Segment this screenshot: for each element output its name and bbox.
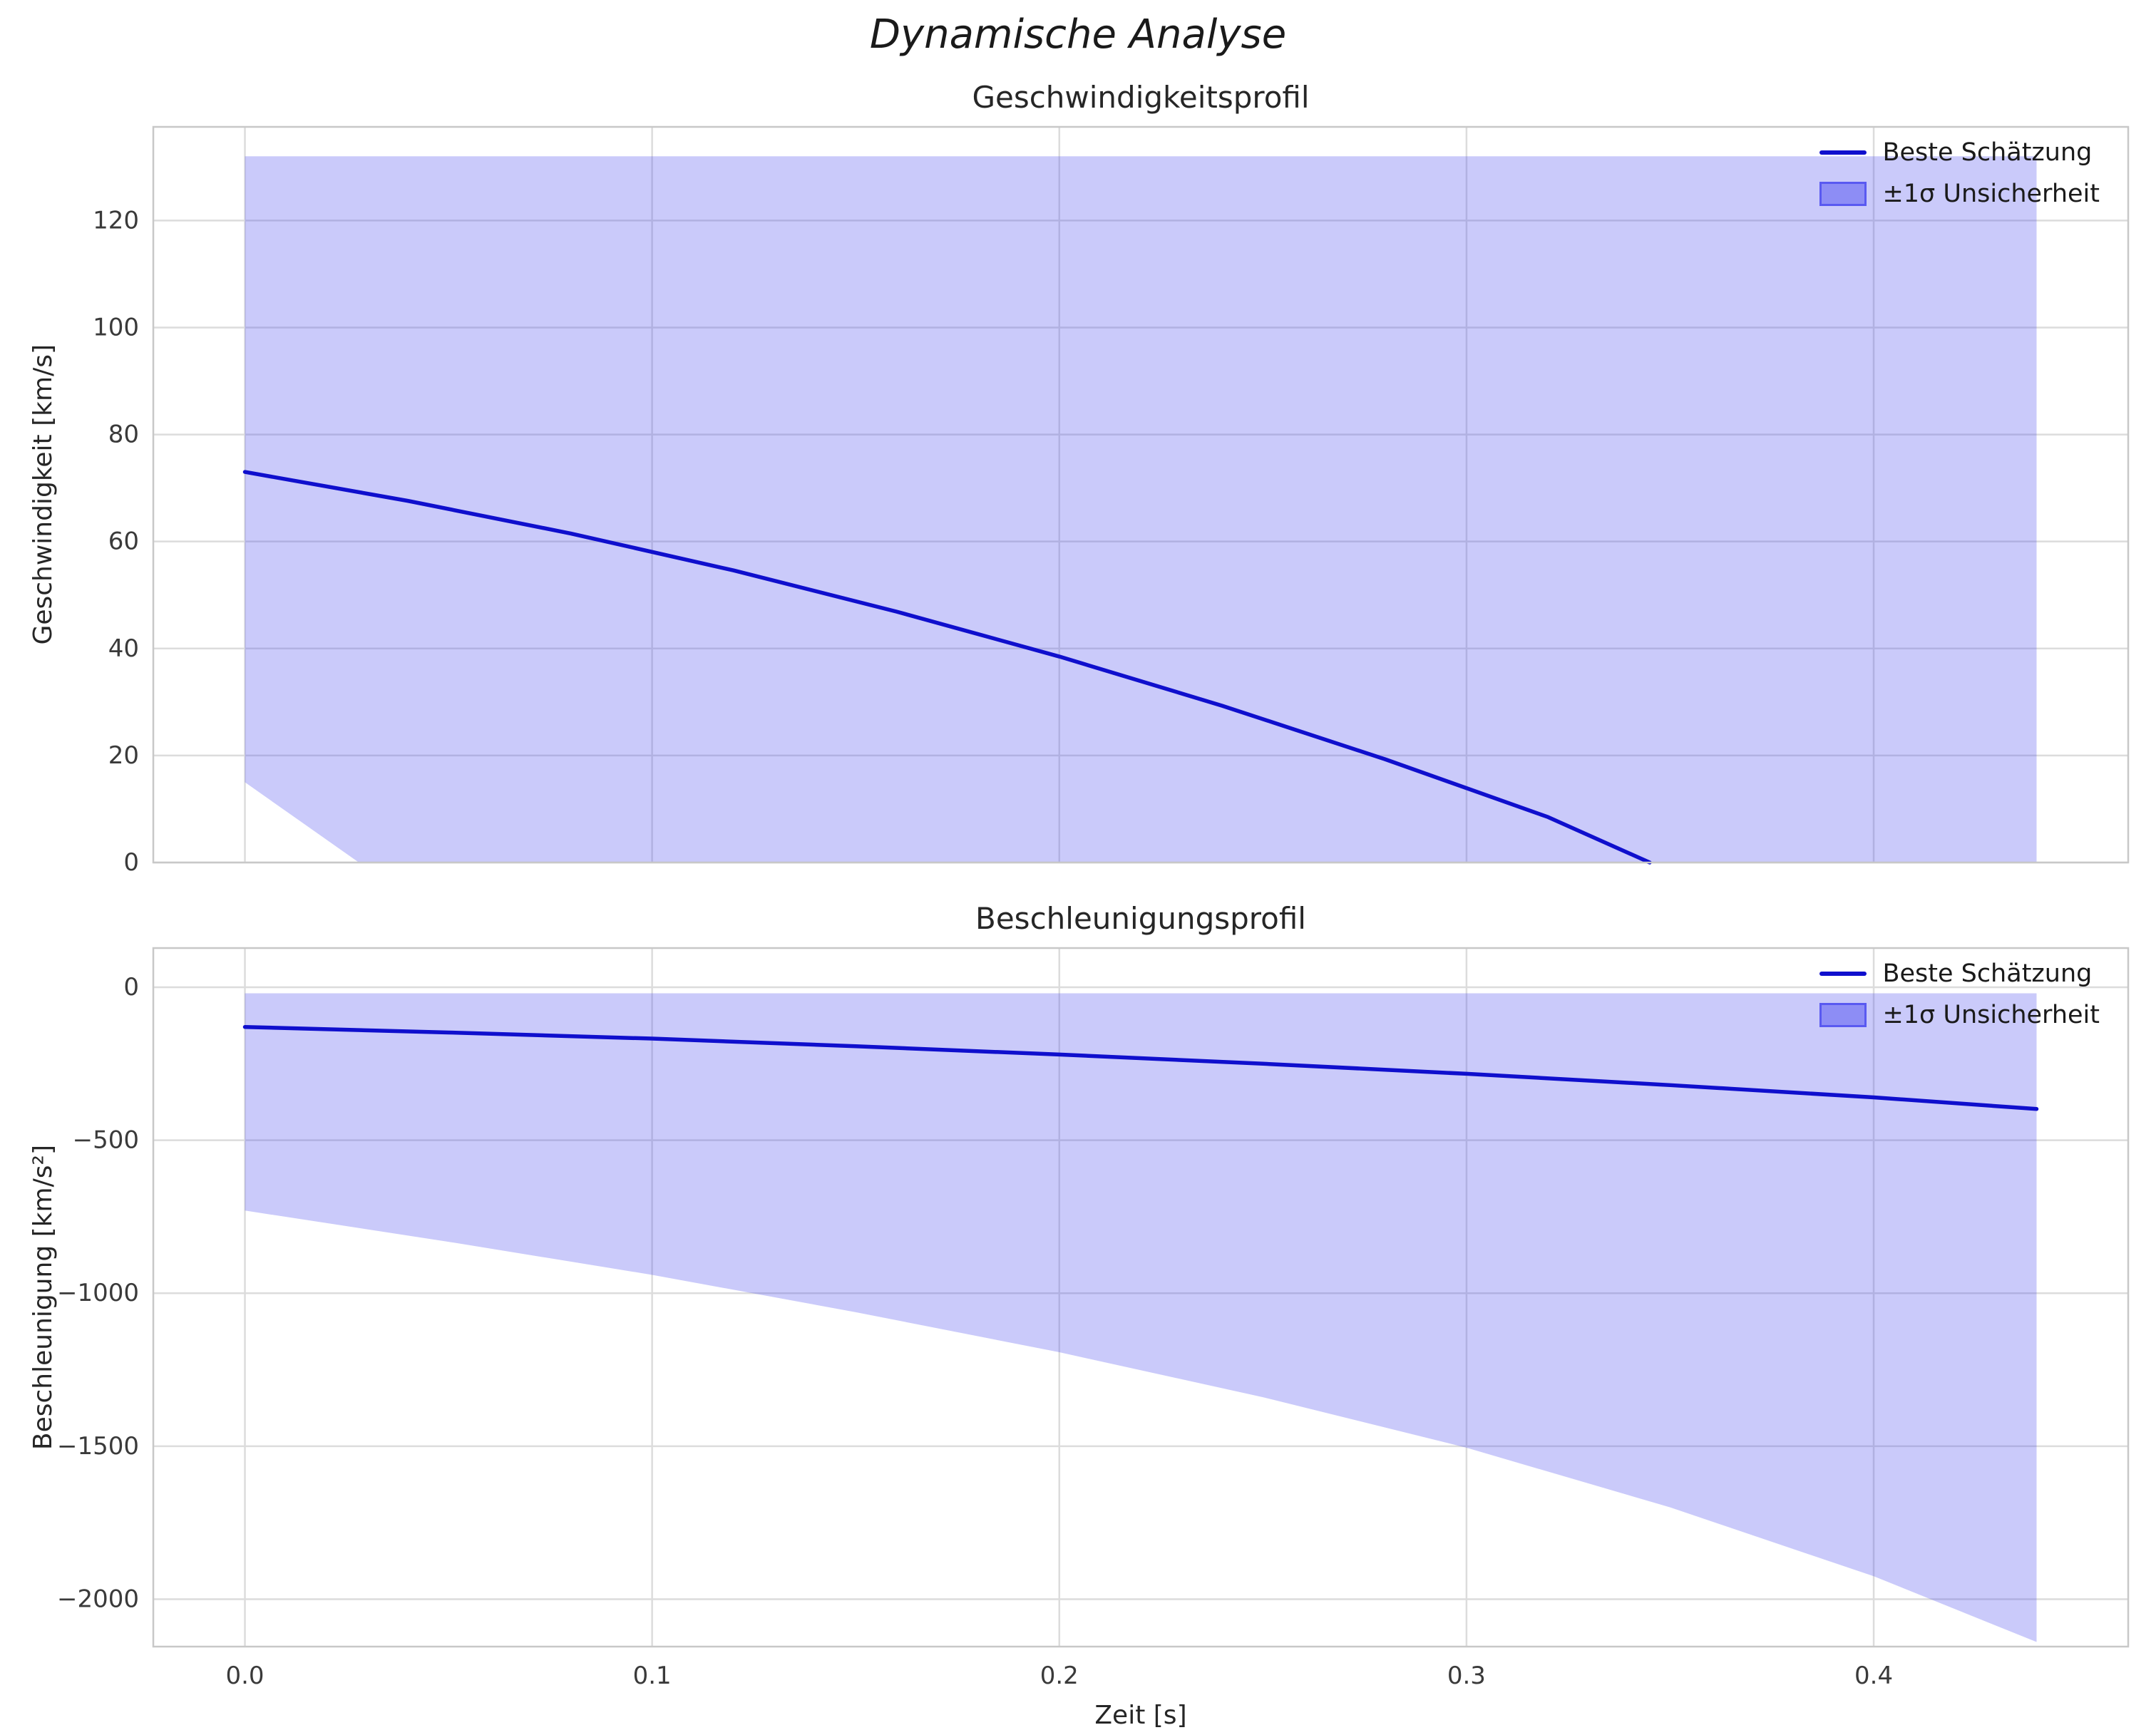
x-tick-label: 0.4: [1854, 1662, 1893, 1690]
y-tick-label: 0: [123, 973, 139, 1002]
x-tick-label: 0.1: [633, 1662, 672, 1690]
figure-title: Dynamische Analyse: [869, 11, 1287, 58]
best-estimate-line: [242, 470, 1652, 865]
subplot-title-acceleration: Beschleunigungsprofil: [975, 901, 1306, 936]
legend-item: ±1σ Unsicherheit: [1819, 1001, 2100, 1029]
legend-item: ±1σ Unsicherheit: [1819, 180, 2100, 208]
legend-item: Beste Schätzung: [1819, 138, 2092, 167]
y-tick-label: 0: [123, 848, 139, 877]
y-tick-label: 40: [108, 634, 139, 663]
legend-label: Beste Schätzung: [1882, 959, 2093, 988]
legend-label: ±1σ Unsicherheit: [1882, 1001, 2100, 1029]
y-tick-label: −1000: [57, 1279, 139, 1307]
legend-line-swatch: [1819, 972, 1867, 976]
plot-border: [152, 125, 2130, 864]
plot-border: [152, 947, 2130, 1648]
y-tick-label: 80: [108, 421, 139, 449]
y-tick-label: −2000: [57, 1585, 139, 1613]
x-tick-label: 0.2: [1040, 1662, 1079, 1690]
subplot-title-velocity: Geschwindigkeitsprofil: [972, 80, 1310, 115]
uncertainty-band: [245, 993, 2037, 1642]
legend-label: ±1σ Unsicherheit: [1882, 180, 2100, 208]
y-tick-label: 100: [93, 313, 139, 341]
x-axis-label: Zeit [s]: [1094, 1701, 1187, 1730]
legend-velocity: Beste Schätzung ±1σ Unsicherheit: [1819, 138, 2100, 208]
y-axis-label-velocity: Geschwindigkeit [km/s]: [28, 344, 58, 645]
legend-label: Beste Schätzung: [1882, 138, 2093, 167]
x-tick-label: 0.0: [225, 1662, 264, 1690]
y-tick-label: 120: [93, 206, 139, 235]
legend-line-swatch: [1819, 150, 1867, 155]
acceleration-plot-svg: 0 −500 −1000 −1500 −2000 0.0 0.1 0.2 0.3 0.4: [57, 947, 2130, 1690]
y-tick-label: −1500: [57, 1432, 139, 1461]
x-tick-label: 0.3: [1447, 1662, 1486, 1690]
subplot-velocity: Geschwindigkeitsprofil Geschwindigkeit […: [29, 80, 2130, 877]
y-tick-label: 20: [108, 741, 139, 770]
best-estimate-line: [242, 1024, 2039, 1111]
subplot-acceleration: Beschleunigungsprofil Beschleunigung [km…: [29, 901, 2130, 1730]
legend-patch-swatch: [1819, 182, 1867, 206]
uncertainty-band: [245, 156, 2037, 863]
legend-item: Beste Schätzung: [1819, 959, 2092, 988]
legend-acceleration: Beste Schätzung ±1σ Unsicherheit: [1819, 959, 2100, 1029]
legend-patch-swatch: [1819, 1003, 1867, 1027]
y-tick-label: −500: [73, 1126, 139, 1155]
y-tick-label: 60: [108, 527, 139, 556]
velocity-plot-svg: 0 20 40 60 80 100 120: [93, 125, 2130, 877]
